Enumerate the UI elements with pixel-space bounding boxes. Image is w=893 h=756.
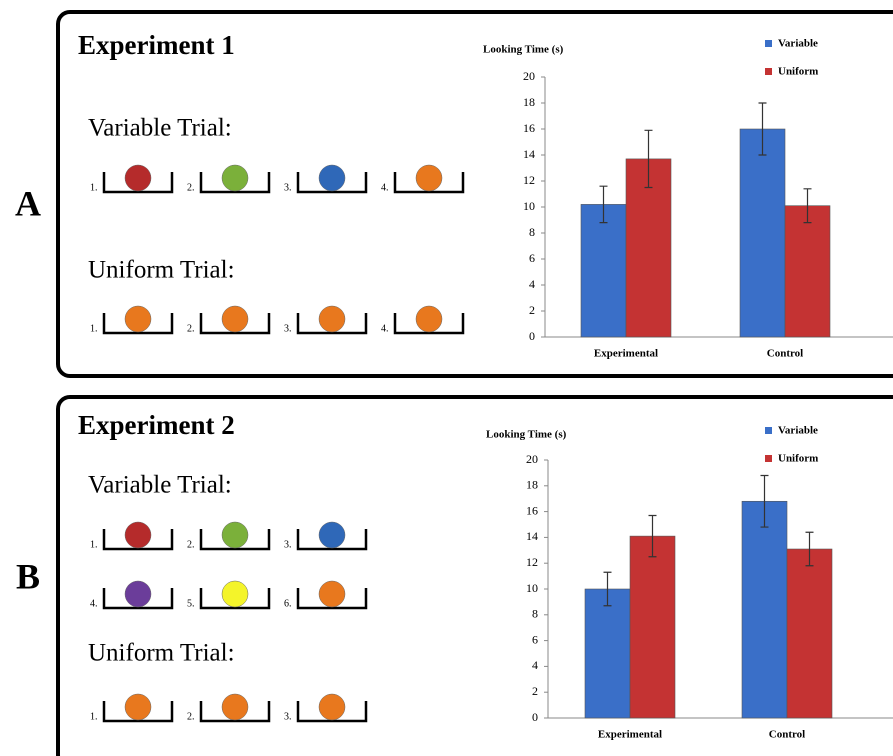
- item-number: 2.: [187, 539, 195, 550]
- item-number: 4.: [90, 598, 98, 609]
- ball: [222, 522, 248, 548]
- bar: [742, 501, 787, 718]
- legend-label: Variable: [778, 425, 818, 437]
- trial-label: Variable Trial:: [88, 115, 232, 142]
- legend-label: Variable: [778, 38, 818, 50]
- y-tick-label: 18: [526, 478, 538, 492]
- ball: [416, 306, 442, 332]
- ball: [319, 306, 345, 332]
- y-axis-label: Looking Time (s): [483, 44, 564, 56]
- item-number: 6.: [284, 598, 292, 609]
- legend-swatch: [765, 40, 772, 47]
- item-number: 2.: [187, 182, 195, 193]
- item-number: 3.: [284, 711, 292, 722]
- ball: [125, 581, 151, 607]
- ball: [125, 522, 151, 548]
- ball: [222, 581, 248, 607]
- y-tick-label: 14: [523, 147, 535, 161]
- y-tick-label: 12: [526, 555, 538, 569]
- legend-swatch: [765, 455, 772, 462]
- item-number: 1.: [90, 323, 98, 334]
- item-number: 3.: [284, 323, 292, 334]
- legend-swatch: [765, 427, 772, 434]
- item-number: 1.: [90, 711, 98, 722]
- item-number: 2.: [187, 711, 195, 722]
- bar: [585, 589, 630, 718]
- ball: [319, 694, 345, 720]
- y-tick-label: 8: [532, 607, 538, 621]
- bar: [581, 204, 626, 337]
- panel-title: Experiment 1: [78, 30, 235, 60]
- x-tick-label: Experimental: [598, 729, 662, 741]
- x-tick-label: Control: [767, 348, 803, 360]
- y-tick-label: 6: [529, 251, 535, 265]
- trial-label: Variable Trial:: [88, 472, 232, 499]
- y-axis-label: Looking Time (s): [486, 429, 567, 441]
- bar: [740, 129, 785, 337]
- x-tick-label: Experimental: [594, 348, 658, 360]
- y-tick-label: 4: [532, 658, 538, 672]
- legend-swatch: [765, 68, 772, 75]
- item-number: 4.: [381, 323, 389, 334]
- ball: [222, 165, 248, 191]
- trial-label: Uniform Trial:: [88, 257, 235, 284]
- x-tick-label: Control: [769, 729, 805, 741]
- panel-letter: B: [16, 556, 40, 596]
- bar: [630, 536, 675, 718]
- panel-title: Experiment 2: [78, 410, 235, 440]
- y-tick-label: 2: [529, 303, 535, 317]
- ball: [125, 694, 151, 720]
- y-tick-label: 0: [532, 710, 538, 724]
- item-number: 1.: [90, 539, 98, 550]
- y-tick-label: 4: [529, 277, 535, 291]
- y-tick-label: 20: [523, 69, 535, 83]
- trial-label: Uniform Trial:: [88, 640, 235, 667]
- ball: [222, 306, 248, 332]
- ball: [125, 306, 151, 332]
- y-tick-label: 2: [532, 684, 538, 698]
- ball: [416, 165, 442, 191]
- panel-letter: A: [15, 183, 41, 223]
- legend-label: Uniform: [778, 66, 818, 78]
- y-tick-label: 8: [529, 225, 535, 239]
- y-tick-label: 18: [523, 95, 535, 109]
- ball: [222, 694, 248, 720]
- item-number: 1.: [90, 182, 98, 193]
- y-tick-label: 0: [529, 329, 535, 343]
- bar: [787, 549, 832, 718]
- ball: [319, 522, 345, 548]
- ball: [319, 581, 345, 607]
- y-tick-label: 16: [526, 503, 538, 517]
- item-number: 4.: [381, 182, 389, 193]
- item-number: 2.: [187, 323, 195, 334]
- ball: [319, 165, 345, 191]
- ball: [125, 165, 151, 191]
- bar: [785, 206, 830, 337]
- item-number: 5.: [187, 598, 195, 609]
- y-tick-label: 16: [523, 121, 535, 135]
- y-tick-label: 10: [523, 199, 535, 213]
- y-tick-label: 10: [526, 581, 538, 595]
- y-tick-label: 14: [526, 529, 538, 543]
- y-tick-label: 20: [526, 452, 538, 466]
- item-number: 3.: [284, 539, 292, 550]
- y-tick-label: 12: [523, 173, 535, 187]
- item-number: 3.: [284, 182, 292, 193]
- y-tick-label: 6: [532, 632, 538, 646]
- legend-label: Uniform: [778, 453, 818, 465]
- page: {"panels": [ {"letter": "A", "title": "E…: [0, 0, 893, 756]
- figure: A Experiment 1 Variable Trial: 1. 2. 3. 4. Unif…: [0, 0, 893, 756]
